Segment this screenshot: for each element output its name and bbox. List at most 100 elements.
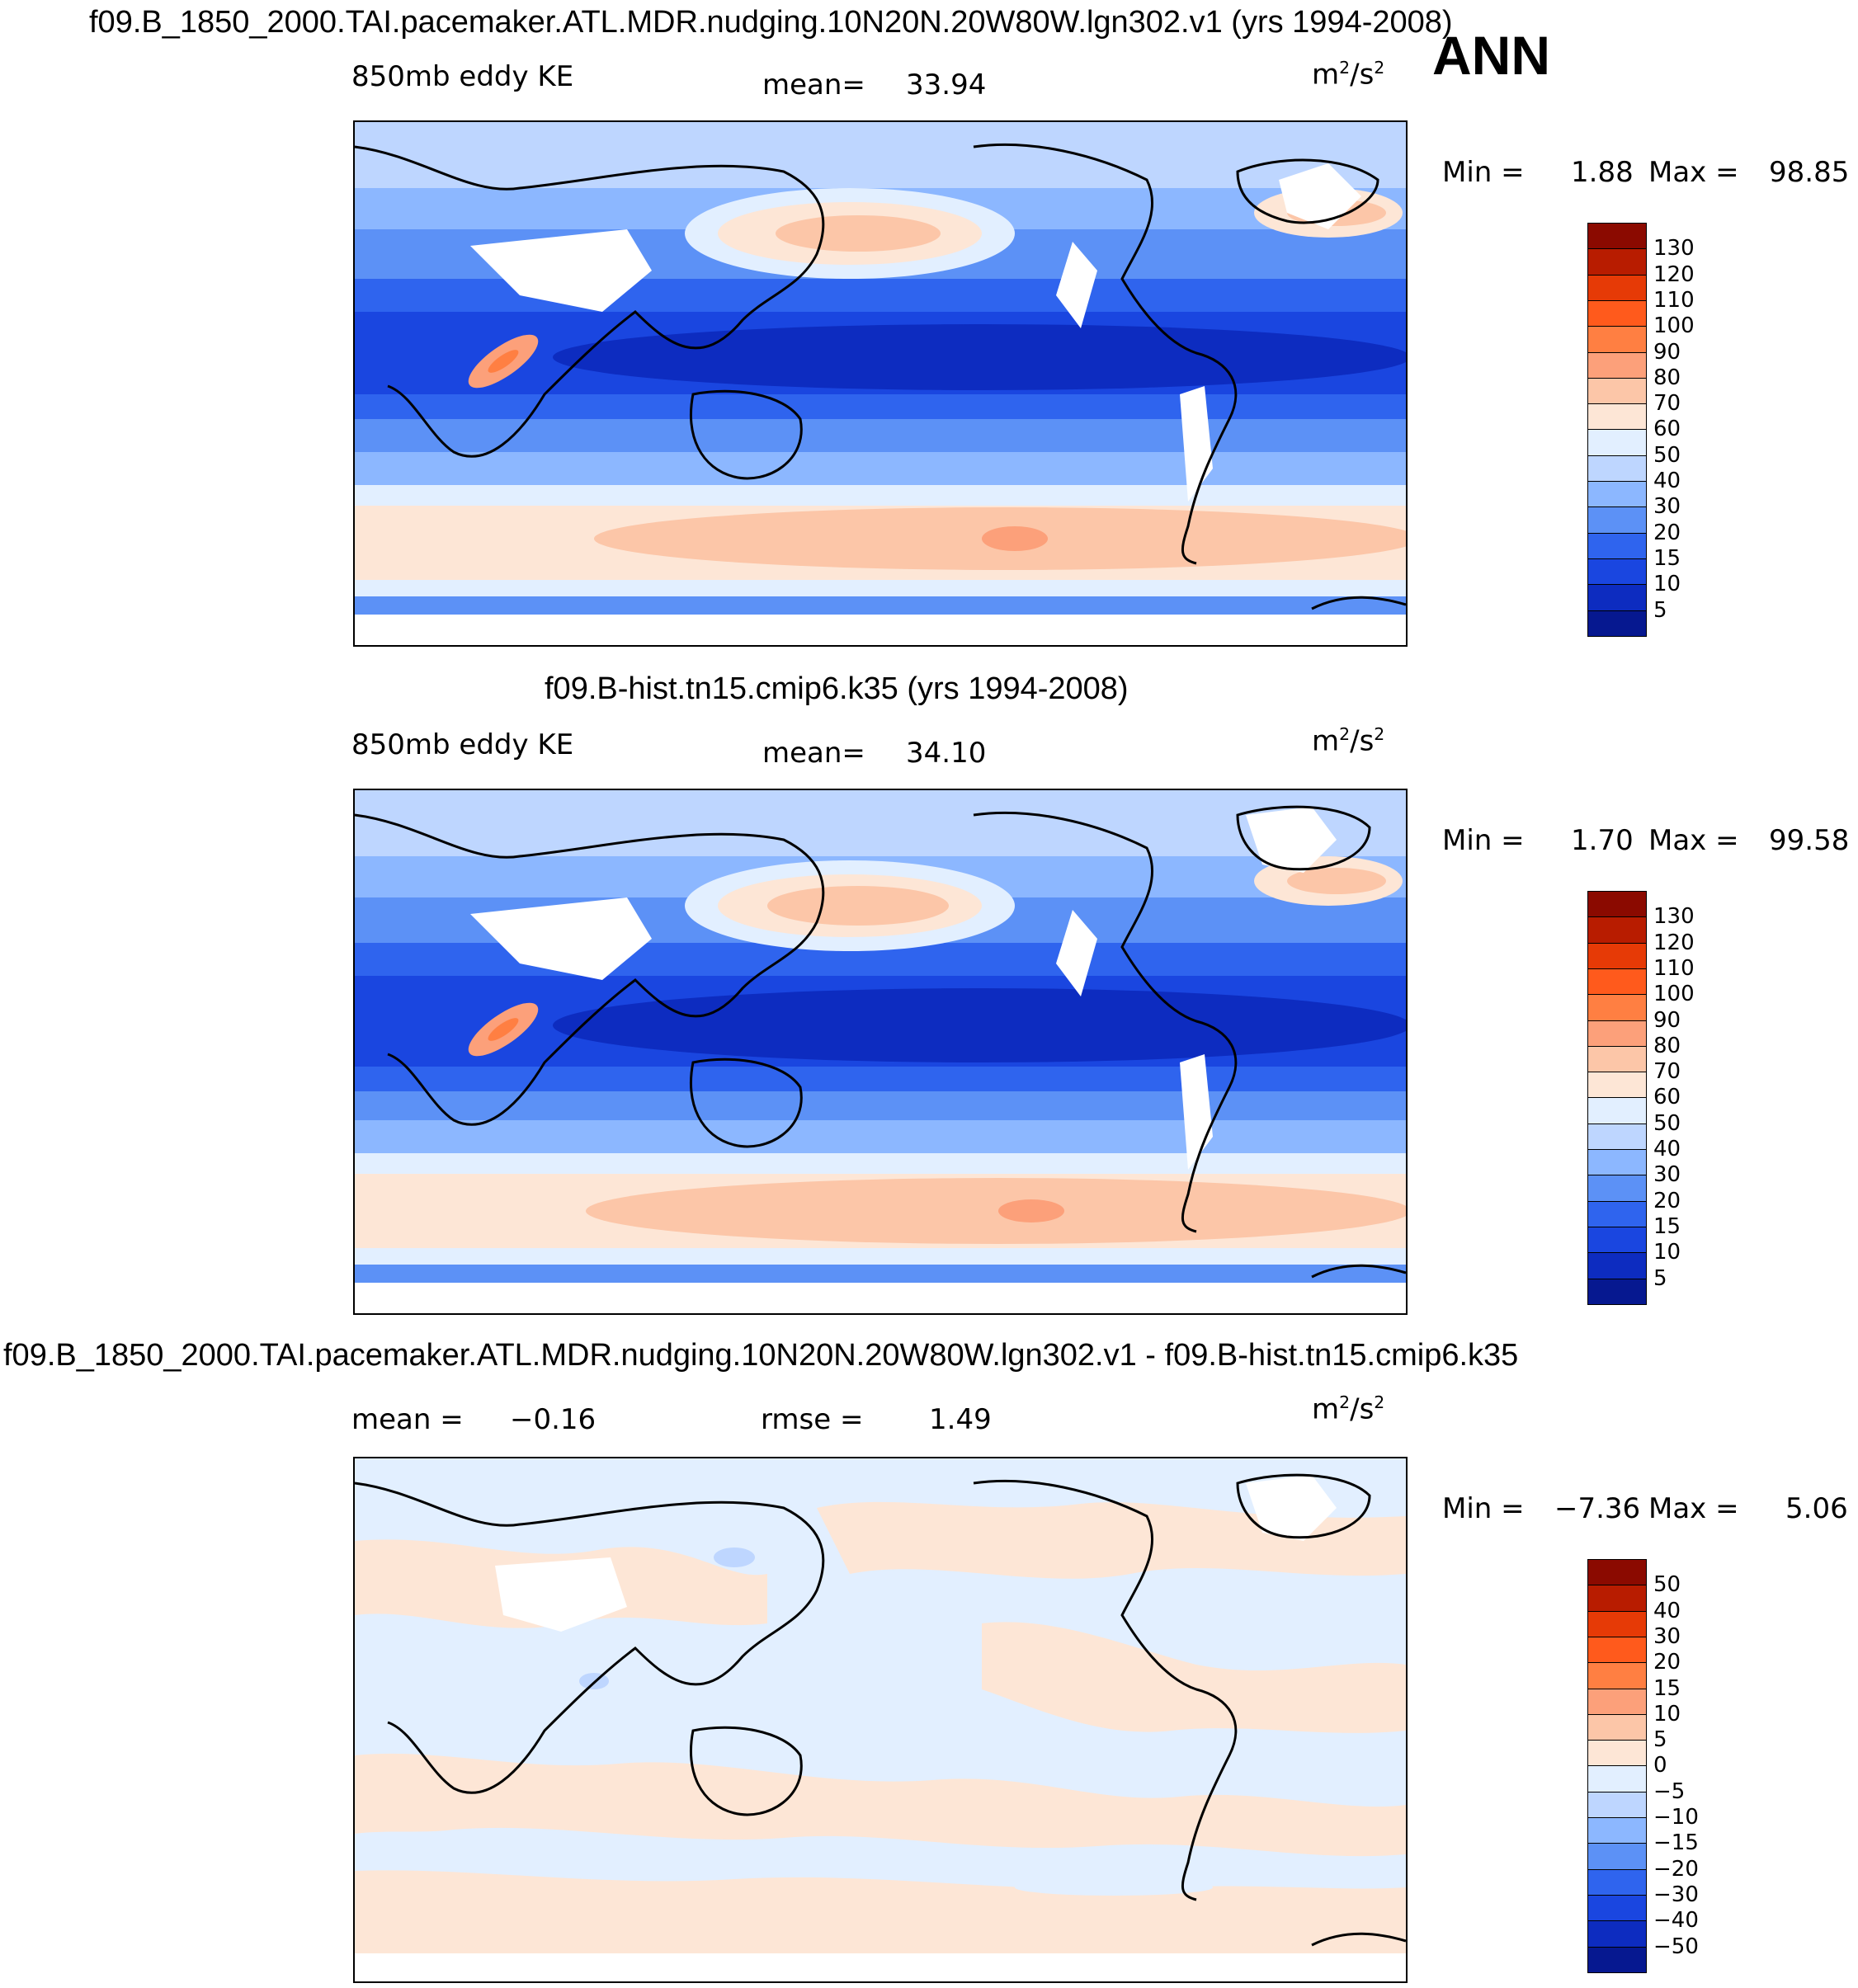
colorbar-swatch: [1587, 1252, 1647, 1279]
panel2-min-label: Min =: [1442, 824, 1525, 857]
season-label: ANN: [1432, 25, 1550, 86]
colorbar-tick-label: 5: [1653, 1265, 1667, 1291]
colorbar-tick-label: 0: [1653, 1753, 1667, 1778]
colorbar-swatch: [1587, 1278, 1647, 1306]
colorbar-swatch: [1587, 891, 1647, 918]
colorbar-swatch: [1587, 506, 1647, 535]
colorbar-tick-label: 120: [1653, 930, 1695, 955]
colorbar-swatch: [1587, 1610, 1647, 1638]
colorbar-swatch: [1587, 248, 1647, 276]
colorbar-swatch: [1587, 403, 1647, 431]
colorbar-swatch: [1587, 223, 1647, 250]
colorbar-swatch: [1587, 377, 1647, 405]
colorbar-swatch: [1587, 1226, 1647, 1254]
panel1-min-value: 1.88: [1571, 156, 1634, 189]
colorbar-swatch: [1587, 1045, 1647, 1073]
colorbar-swatch: [1587, 326, 1647, 353]
colorbar-tick-label: 10: [1653, 1240, 1681, 1265]
colorbar-tick-label: −10: [1653, 1805, 1699, 1830]
colorbar-tick-label: −30: [1653, 1882, 1699, 1907]
colorbar-tick-label: 40: [1653, 469, 1681, 493]
panel2-variable: 850mb eddy KE: [351, 728, 574, 761]
colorbar-swatch: [1587, 1791, 1647, 1819]
panel3-title: f09.B_1850_2000.TAI.pacemaker.ATL.MDR.nu…: [3, 1338, 1519, 1373]
colorbar-swatch: [1587, 968, 1647, 996]
colorbar-tick-label: 15: [1653, 1675, 1681, 1701]
panel2-max-value: 99.58: [1769, 824, 1850, 857]
colorbar-tick-label: 100: [1653, 313, 1695, 339]
panel1-units: m2/s2: [1312, 58, 1385, 92]
colorbar-swatch: [1587, 1713, 1647, 1741]
panel3-mean-value: −0.16: [510, 1403, 597, 1436]
colorbar-tick-label: 110: [1653, 955, 1695, 981]
panel1-variable: 850mb eddy KE: [351, 60, 574, 93]
colorbar-tick-label: −40: [1653, 1908, 1699, 1934]
panel1-map-field: [355, 122, 1406, 645]
colorbar-swatch: [1587, 1920, 1647, 1948]
colorbar-tick-label: 70: [1653, 391, 1681, 417]
panel1-max-value: 98.85: [1769, 156, 1850, 189]
panel2-title: f09.B-hist.tn15.cmip6.k35 (yrs 1994-2008…: [545, 671, 1129, 706]
colorbar-swatch: [1587, 1946, 1647, 1974]
colorbar-swatch: [1587, 1175, 1647, 1203]
colorbar-swatch: [1587, 455, 1647, 483]
colorbar-tick-label: 15: [1653, 545, 1681, 571]
colorbar-tick-label: 130: [1653, 236, 1695, 261]
colorbar-tick-label: 5: [1653, 1727, 1667, 1753]
colorbar-swatch: [1587, 1636, 1647, 1664]
panel2-mean-value: 34.10: [906, 737, 987, 770]
colorbar-swatch: [1587, 1765, 1647, 1793]
panel2-units: m2/s2: [1312, 724, 1385, 758]
colorbar-tick-label: 70: [1653, 1059, 1681, 1085]
colorbar-tick-label: 100: [1653, 982, 1695, 1007]
colorbar-swatch: [1587, 1149, 1647, 1176]
colorbar-tick-label: 90: [1653, 339, 1681, 365]
colorbar-tick-label: 10: [1653, 572, 1681, 597]
colorbar-tick-label: 50: [1653, 442, 1681, 468]
colorbar-tick-label: 30: [1653, 1623, 1681, 1649]
colorbar-tick-label: 80: [1653, 1033, 1681, 1058]
panel3-min-value: −7.36: [1554, 1492, 1641, 1525]
colorbar-tick-label: 60: [1653, 1085, 1681, 1110]
colorbar-swatch: [1587, 274, 1647, 302]
panel1-mean-value: 33.94: [906, 68, 987, 101]
panel1-min-label: Min =: [1442, 156, 1525, 189]
colorbar-tick-label: 30: [1653, 494, 1681, 520]
colorbar-swatch: [1587, 916, 1647, 945]
colorbar-swatch: [1587, 1020, 1647, 1048]
panel2-map: [353, 789, 1408, 1315]
colorbar-swatch: [1587, 1123, 1647, 1151]
panel3-mean-label: mean =: [351, 1403, 464, 1436]
colorbar-tick-label: 120: [1653, 261, 1695, 287]
colorbar-swatch: [1587, 1740, 1647, 1767]
colorbar-tick-label: 110: [1653, 287, 1695, 313]
panel3-units: m2/s2: [1312, 1392, 1385, 1426]
colorbar-swatch: [1587, 1843, 1647, 1871]
colorbar-swatch: [1587, 1817, 1647, 1844]
colorbar-tick-label: 90: [1653, 1007, 1681, 1033]
colorbar-swatch: [1587, 351, 1647, 379]
colorbar-swatch: [1587, 942, 1647, 970]
colorbar-tick-label: −20: [1653, 1856, 1699, 1882]
colorbar-swatch: [1587, 1894, 1647, 1922]
panel3-rmse-value: 1.49: [929, 1403, 992, 1436]
colorbar-tick-label: 5: [1653, 597, 1667, 623]
panel2-mean-label: mean=: [762, 737, 865, 770]
colorbar-swatch: [1587, 1097, 1647, 1125]
colorbar-tick-label: 50: [1653, 1110, 1681, 1136]
colorbar-swatch: [1587, 532, 1647, 560]
panel2-max-label: Max =: [1648, 824, 1739, 857]
colorbar-tick-label: −50: [1653, 1934, 1699, 1959]
colorbar-tick-label: 10: [1653, 1701, 1681, 1727]
colorbar-swatch: [1587, 1200, 1647, 1228]
colorbar-swatch: [1587, 1662, 1647, 1689]
colorbar-swatch: [1587, 299, 1647, 327]
colorbar-swatch: [1587, 1868, 1647, 1896]
colorbar-swatch: [1587, 1072, 1647, 1099]
colorbar-tick-label: 40: [1653, 1598, 1681, 1623]
panel2-min-value: 1.70: [1571, 824, 1634, 857]
panel3-rmse-label: rmse =: [761, 1403, 864, 1436]
colorbar-tick-label: 50: [1653, 1572, 1681, 1598]
colorbar-tick-label: 40: [1653, 1137, 1681, 1161]
colorbar-swatch: [1587, 994, 1647, 1021]
